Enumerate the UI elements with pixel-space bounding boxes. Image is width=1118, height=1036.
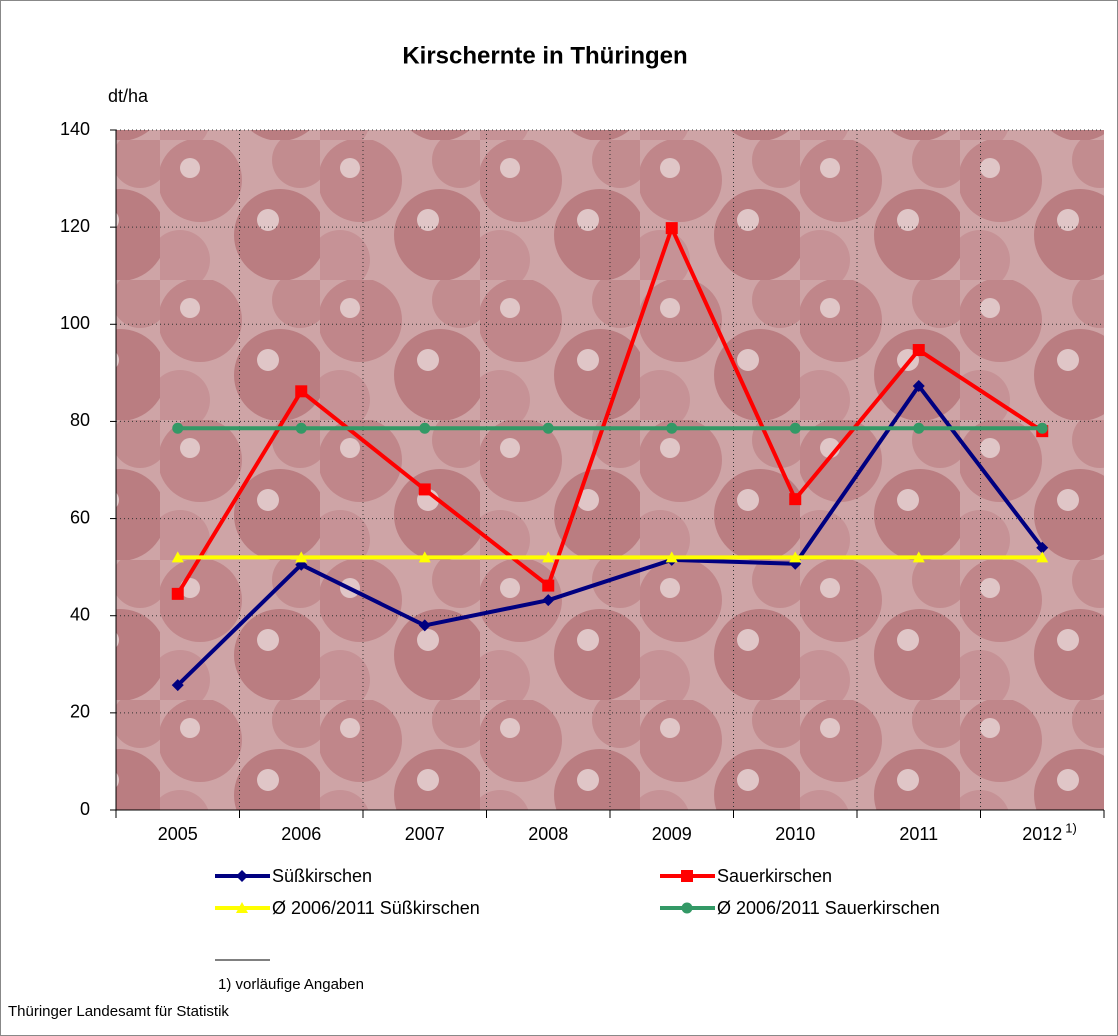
x-tick-label: 2010	[775, 824, 815, 844]
legend-marker	[681, 870, 693, 882]
marker	[542, 580, 554, 592]
x-footnote-mark: 1)	[1065, 820, 1077, 835]
marker	[419, 423, 430, 434]
y-tick-label: 60	[70, 507, 90, 527]
chart: Kirschernte in Thüringen dt/ha 0 20 40 60 80…	[0, 0, 1118, 1036]
y-tick-label: 120	[60, 216, 90, 236]
x-tick-label: 2007	[405, 824, 445, 844]
marker	[666, 423, 677, 434]
legend-label: Sauerkirschen	[717, 866, 832, 886]
legend-label: Ø 2006/2011 Süßkirschen	[272, 898, 480, 918]
legend-label: Ø 2006/2011 Sauerkirschen	[717, 898, 940, 918]
marker	[296, 423, 307, 434]
marker	[1037, 423, 1048, 434]
legend-label: Süßkirschen	[272, 866, 372, 886]
y-tick-label: 80	[70, 410, 90, 430]
x-tick-label: 2008	[528, 824, 568, 844]
y-tick-label: 20	[70, 702, 90, 722]
marker	[913, 423, 924, 434]
marker	[419, 483, 431, 495]
marker	[172, 423, 183, 434]
marker	[790, 423, 801, 434]
chart-title: Kirschernte in Thüringen	[402, 42, 687, 69]
y-tick-label: 140	[60, 119, 90, 139]
y-tick-label: 100	[60, 313, 90, 333]
legend-marker	[682, 903, 693, 914]
y-tick-label: 0	[80, 799, 90, 819]
x-tick-label: 2006	[281, 824, 321, 844]
marker	[295, 385, 307, 397]
marker	[666, 222, 678, 234]
marker	[789, 493, 801, 505]
footnote: 1) vorläufige Angaben	[218, 976, 364, 993]
x-tick-label: 2012	[1022, 824, 1062, 844]
y-axis-label: dt/ha	[108, 86, 149, 106]
marker	[913, 344, 925, 356]
x-tick-label: 2011	[899, 824, 938, 844]
x-tick-label: 2005	[158, 824, 198, 844]
y-tick-label: 40	[70, 604, 90, 624]
source: Thüringer Landesamt für Statistik	[8, 1003, 229, 1020]
x-tick-label: 2009	[652, 824, 692, 844]
marker	[172, 588, 184, 600]
marker	[543, 423, 554, 434]
